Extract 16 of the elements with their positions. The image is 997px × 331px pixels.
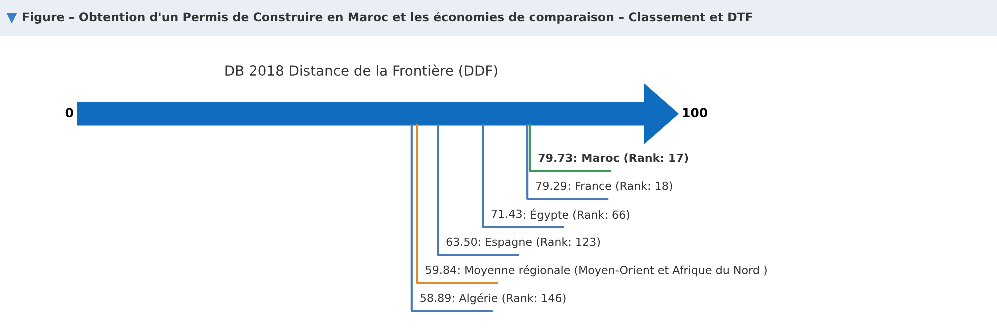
category-label: : Maroc (Rank: 17) (574, 154, 688, 164)
text: Figure – Obtention d'un Permis de Construire en Maroc et les économies de comparaison – Classement et DTF (23, 12, 752, 24)
data-label: 63.50 (446, 238, 478, 246)
data-label: 58.89 (420, 294, 451, 302)
data-label: 79.29 (536, 182, 567, 190)
category-label: : Algérie (Rank: 146) (453, 293, 566, 305)
text: DB 2018 Distance de la Frontière (DDF) (226, 64, 498, 78)
data-label: 71.43 (492, 210, 522, 218)
data-label: 79.73 (538, 154, 572, 162)
text: 100 (683, 108, 708, 118)
category-label: : Égypte (Rank: 66) (524, 208, 630, 222)
text: 0 (66, 108, 74, 118)
data-label: 59.84 (426, 266, 456, 274)
category-label: : Moyenne régionale (Moyen-Orient et Afrique du Nord ) (458, 265, 767, 277)
category-label: : France (Rank: 18) (569, 182, 672, 192)
category-label: : Espagne (Rank: 123) (478, 238, 600, 248)
